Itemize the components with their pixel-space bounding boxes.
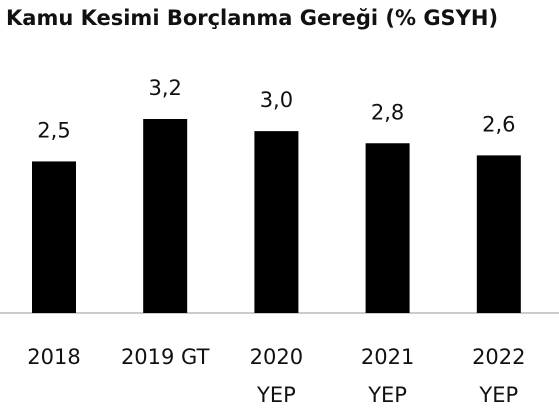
x-tick-label: 2019 GT: [120, 345, 210, 369]
x-tick-label: 2018: [27, 345, 81, 369]
value-label: 2,5: [37, 118, 70, 142]
value-label: 2,8: [371, 100, 404, 124]
bar: [254, 131, 299, 313]
bar: [365, 143, 410, 313]
bar: [143, 119, 188, 313]
x-tick-label: 2020 YEP: [249, 345, 304, 407]
x-tick-label: 2021 YEP: [360, 345, 415, 407]
bar: [32, 161, 76, 313]
value-label: 2,6: [482, 112, 515, 136]
chart-title: Kamu Kesimi Borçlanma Gereği (% GSYH): [6, 6, 499, 30]
value-label: 3,2: [148, 76, 181, 100]
x-tick-label: 2022 YEP: [472, 345, 526, 407]
bar: [476, 155, 521, 313]
value-label: 3,0: [260, 88, 293, 112]
